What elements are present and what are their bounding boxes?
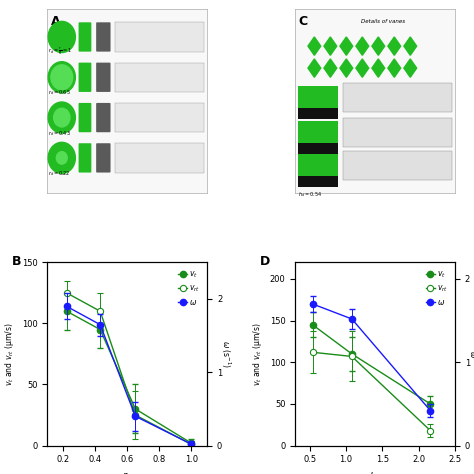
- Polygon shape: [340, 37, 353, 55]
- FancyBboxPatch shape: [343, 118, 452, 147]
- FancyBboxPatch shape: [343, 151, 452, 180]
- FancyBboxPatch shape: [298, 176, 338, 187]
- FancyBboxPatch shape: [79, 63, 91, 92]
- FancyBboxPatch shape: [79, 143, 91, 173]
- Text: $h_d = 2.16$: $h_d = 2.16$: [298, 122, 322, 131]
- Text: D: D: [260, 255, 270, 268]
- Polygon shape: [308, 37, 321, 55]
- FancyBboxPatch shape: [298, 143, 338, 154]
- Text: $h_d = 0.54$: $h_d = 0.54$: [298, 190, 322, 199]
- Text: C: C: [298, 15, 308, 28]
- Polygon shape: [404, 59, 417, 77]
- FancyBboxPatch shape: [115, 103, 204, 132]
- Text: $r_d = 0.43$: $r_d = 0.43$: [48, 129, 71, 138]
- Polygon shape: [372, 59, 385, 77]
- Circle shape: [48, 21, 75, 53]
- FancyBboxPatch shape: [79, 22, 91, 52]
- Text: Details of vanes: Details of vanes: [361, 18, 405, 24]
- Circle shape: [48, 102, 75, 133]
- Y-axis label: $\omega$ (s$^{-1}$): $\omega$ (s$^{-1}$): [219, 340, 232, 368]
- Legend: $v_t$, $v_{rt}$, $\omega$: $v_t$, $v_{rt}$, $\omega$: [175, 266, 203, 310]
- Polygon shape: [388, 37, 401, 55]
- Circle shape: [48, 62, 75, 93]
- Circle shape: [56, 152, 67, 164]
- Polygon shape: [356, 37, 369, 55]
- Text: $h_d = 1.08$: $h_d = 1.08$: [298, 157, 322, 166]
- X-axis label: $r_d$: $r_d$: [122, 470, 133, 474]
- Y-axis label: $v_t$ and $v_{rt}$ (μm/s): $v_t$ and $v_{rt}$ (μm/s): [251, 322, 264, 386]
- Polygon shape: [324, 59, 337, 77]
- FancyBboxPatch shape: [343, 83, 452, 112]
- X-axis label: $h_d$: $h_d$: [369, 470, 382, 474]
- Polygon shape: [324, 37, 337, 55]
- FancyBboxPatch shape: [115, 63, 204, 92]
- Polygon shape: [308, 59, 321, 77]
- Text: B: B: [12, 255, 22, 268]
- Text: $r_d = 0.22$: $r_d = 0.22$: [48, 169, 71, 178]
- Y-axis label: $v_t$ and $v_{rt}$ (μm/s): $v_t$ and $v_{rt}$ (μm/s): [3, 322, 17, 386]
- FancyBboxPatch shape: [298, 109, 338, 119]
- FancyBboxPatch shape: [96, 143, 110, 173]
- Polygon shape: [372, 37, 385, 55]
- Circle shape: [48, 142, 75, 173]
- FancyBboxPatch shape: [115, 22, 204, 52]
- Text: $r_d = \frac{r}{R} = 1$: $r_d = \frac{r}{R} = 1$: [48, 46, 72, 57]
- Text: $r_d = 0.65$: $r_d = 0.65$: [48, 89, 71, 98]
- Legend: $v_t$, $v_{rt}$, $\omega$: $v_t$, $v_{rt}$, $\omega$: [423, 266, 451, 310]
- Polygon shape: [356, 59, 369, 77]
- Polygon shape: [388, 59, 401, 77]
- Polygon shape: [340, 59, 353, 77]
- Text: A: A: [51, 15, 60, 28]
- FancyBboxPatch shape: [298, 121, 338, 143]
- FancyBboxPatch shape: [298, 154, 338, 176]
- Circle shape: [51, 65, 73, 90]
- FancyBboxPatch shape: [79, 103, 91, 132]
- Circle shape: [54, 108, 70, 127]
- FancyBboxPatch shape: [96, 63, 110, 92]
- FancyBboxPatch shape: [115, 143, 204, 173]
- Y-axis label: $\omega$: $\omega$: [468, 350, 474, 358]
- FancyBboxPatch shape: [96, 103, 110, 132]
- Polygon shape: [404, 37, 417, 55]
- FancyBboxPatch shape: [96, 22, 110, 52]
- FancyBboxPatch shape: [298, 86, 338, 109]
